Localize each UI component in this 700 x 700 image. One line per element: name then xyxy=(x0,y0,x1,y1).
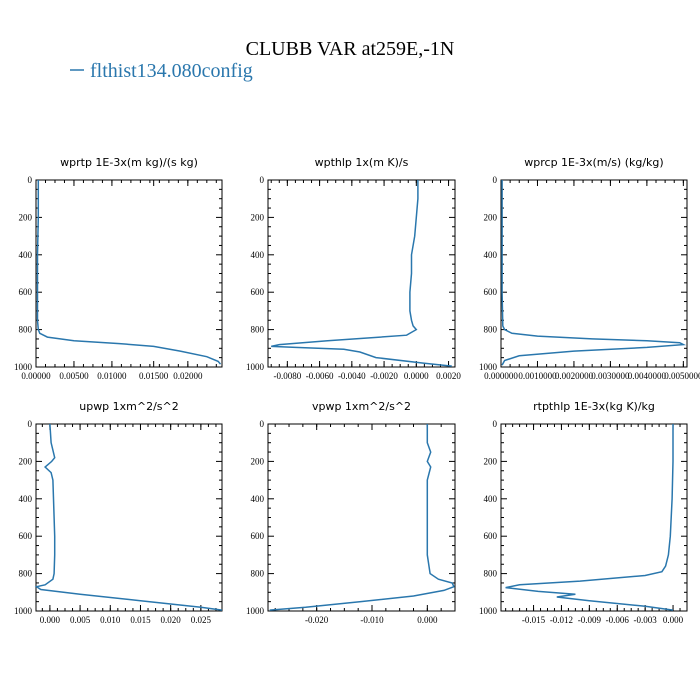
x-tick-label: -0.010 xyxy=(360,615,384,625)
y-tick-label: 800 xyxy=(19,325,33,335)
x-tick-label: -0.006 xyxy=(606,615,630,625)
y-tick-label: 800 xyxy=(251,569,265,579)
series-line xyxy=(505,424,674,611)
panel-6: rtpthlp 1E-3x(kg K)/kg 0 200 400 600 800 1000 -… xyxy=(479,400,688,625)
series-line xyxy=(34,423,223,611)
y-tick-label: 800 xyxy=(19,569,33,579)
y-tick-label: 800 xyxy=(484,569,498,579)
x-tick-label: 0.0040000 xyxy=(628,371,667,381)
series-line xyxy=(36,180,222,365)
panel-title: vpwp 1xm^2/s^2 xyxy=(312,400,411,413)
x-tick-label: 0.0010000 xyxy=(518,371,557,381)
x-tick-label: -0.0040 xyxy=(338,371,366,381)
x-tick-label: 0.020 xyxy=(161,615,182,625)
y-tick-label: 200 xyxy=(484,456,498,466)
x-tick-label: 0.0020 xyxy=(436,371,461,381)
panel-title: wprcp 1E-3x(m/s) (kg/kg) xyxy=(524,156,663,169)
series-line xyxy=(269,424,455,611)
legend: flthist134.080config xyxy=(70,60,253,82)
panels: wprtp 1E-3x(m kg)/(s kg) 0 200 400 600 800 100… xyxy=(14,156,700,625)
y-tick-label: 1000 xyxy=(14,362,33,372)
y-tick-label: 400 xyxy=(251,250,265,260)
y-tick-label: 0 xyxy=(28,419,33,429)
y-tick-label: 600 xyxy=(19,287,33,297)
x-tick-label: 0.025 xyxy=(191,615,212,625)
y-tick-label: 600 xyxy=(251,287,265,297)
x-tick-label: -0.020 xyxy=(305,615,329,625)
x-tick-label: -0.015 xyxy=(522,615,546,625)
y-tick-label: 1000 xyxy=(14,606,33,616)
legend-label: flthist134.080config xyxy=(90,60,253,82)
x-tick-label: -0.0080 xyxy=(273,371,301,381)
panel-1: wprtp 1E-3x(m kg)/(s kg) 0 200 400 600 800 100… xyxy=(14,156,223,381)
y-tick-label: 200 xyxy=(251,456,265,466)
y-tick-label: 600 xyxy=(484,287,498,297)
x-tick-label: 0.000 xyxy=(417,615,438,625)
panel-frame xyxy=(35,423,223,612)
y-tick-label: 1000 xyxy=(246,606,265,616)
y-tick-label: 400 xyxy=(19,250,33,260)
x-tick-label: 0.000000 xyxy=(484,371,518,381)
y-tick-label: 0 xyxy=(260,175,265,185)
x-tick-label: -0.003 xyxy=(634,615,658,625)
y-tick-label: 800 xyxy=(251,325,265,335)
y-tick-label: 0 xyxy=(28,175,33,185)
x-tick-label: 0.0000 xyxy=(404,371,429,381)
series-line xyxy=(271,180,452,367)
y-tick-label: 200 xyxy=(19,456,33,466)
y-tick-label: 0 xyxy=(493,419,498,429)
panel-2: wpthlp 1x(m K)/s 0 200 400 600 800 1000 -0.0080… xyxy=(246,156,461,381)
panel-title: rtpthlp 1E-3x(kg K)/kg xyxy=(533,400,655,413)
y-tick-label: 200 xyxy=(484,212,498,222)
panel-frame xyxy=(500,423,688,612)
panel-3: wprcp 1E-3x(m/s) (kg/kg) 0 200 400 600 800 100… xyxy=(479,156,700,381)
x-tick-label: -0.0020 xyxy=(370,371,398,381)
x-tick-label: 0.00500 xyxy=(59,371,89,381)
x-tick-label: 0.000 xyxy=(40,615,61,625)
x-tick-label: 0.02000 xyxy=(173,371,203,381)
x-tick-label: -0.012 xyxy=(550,615,573,625)
panel-5: vpwp 1xm^2/s^2 0 200 400 600 800 1000 -0.020 -0.… xyxy=(246,400,456,625)
x-tick-label: 0.005 xyxy=(70,615,91,625)
y-tick-label: 400 xyxy=(484,494,498,504)
x-tick-label: 0.0020000 xyxy=(555,371,594,381)
y-tick-label: 200 xyxy=(19,212,33,222)
y-tick-label: 400 xyxy=(19,494,33,504)
y-tick-label: 600 xyxy=(19,531,33,541)
y-tick-label: 600 xyxy=(484,531,498,541)
y-tick-label: 400 xyxy=(251,494,265,504)
y-tick-label: 0 xyxy=(260,419,265,429)
series-line xyxy=(501,180,687,366)
panel-title: upwp 1xm^2/s^2 xyxy=(79,400,179,413)
x-tick-label: -0.009 xyxy=(578,615,602,625)
x-tick-label: 0.0050000 xyxy=(664,371,700,381)
figure-title: CLUBB VAR at259E,-1N xyxy=(246,38,455,60)
x-tick-label: -0.0060 xyxy=(306,371,334,381)
x-tick-label: 0.0030000 xyxy=(591,371,630,381)
panel-title: wprtp 1E-3x(m kg)/(s kg) xyxy=(60,156,198,169)
y-tick-label: 200 xyxy=(251,212,265,222)
y-tick-label: 1000 xyxy=(479,606,498,616)
y-tick-label: 1000 xyxy=(246,362,265,372)
y-tick-label: 800 xyxy=(484,325,498,335)
x-tick-label: 0.000 xyxy=(663,615,684,625)
x-tick-label: 0.01500 xyxy=(139,371,169,381)
x-tick-label: 0.010 xyxy=(100,615,121,625)
y-tick-label: 600 xyxy=(251,531,265,541)
y-tick-label: 1000 xyxy=(479,362,498,372)
x-tick-label: 0.01000 xyxy=(97,371,127,381)
panel-title: wpthlp 1x(m K)/s xyxy=(315,156,409,169)
y-tick-label: 0 xyxy=(493,175,498,185)
x-tick-label: 0.00000 xyxy=(21,371,51,381)
panel-4: upwp 1xm^2/s^2 0 200 400 600 800 1000 0.000 0.00… xyxy=(14,400,223,625)
x-tick-label: 0.015 xyxy=(130,615,151,625)
y-tick-label: 400 xyxy=(484,250,498,260)
